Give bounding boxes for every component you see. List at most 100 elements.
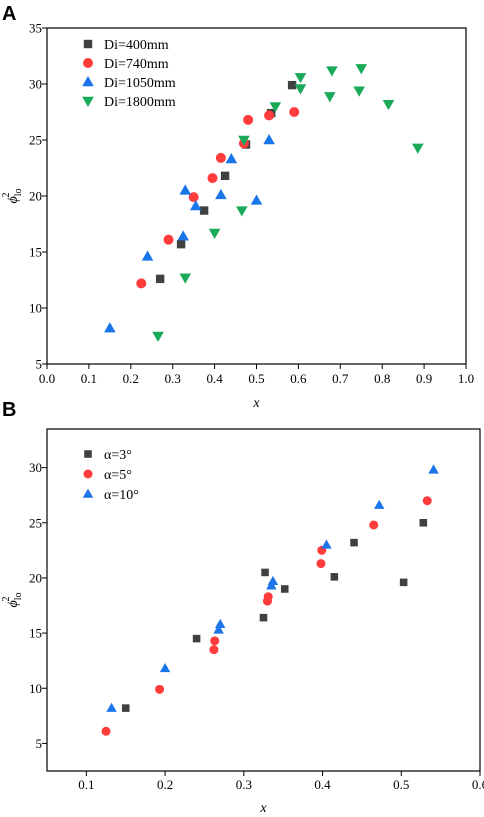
panel-b-scatter-plot: 0.10.20.30.40.50.651015202530xϕlo2α=3°α=… bbox=[1, 428, 484, 816]
series-points bbox=[106, 464, 439, 712]
panel-a-scatter-plot: 0.0 0.1 0.2 0.3 0.4 0.5 0.6 0.7 0.8 0.9 1.0 5 10 15 20… bbox=[1, 21, 474, 412]
series-points bbox=[101, 496, 432, 736]
x-tick-label: 0.3 bbox=[165, 371, 181, 386]
data-point bbox=[294, 73, 307, 84]
y-tick-label: 5 bbox=[36, 357, 43, 372]
x-tick-label: 0.6 bbox=[472, 777, 484, 792]
x-axis-label: x bbox=[259, 801, 267, 816]
data-point bbox=[267, 575, 279, 586]
data-point bbox=[263, 592, 273, 602]
y-tick-label: 30 bbox=[29, 77, 42, 92]
data-point bbox=[280, 585, 289, 593]
panel-letter-a: A bbox=[2, 3, 16, 25]
data-point bbox=[214, 618, 226, 629]
legend-label: Di=400mm bbox=[104, 38, 169, 53]
legend: α=3° α=5° α=10° bbox=[82, 448, 139, 503]
data-point bbox=[316, 559, 326, 569]
data-point bbox=[236, 206, 248, 217]
data-point bbox=[104, 322, 116, 333]
data-point bbox=[159, 663, 171, 673]
x-tick-label: 0.4 bbox=[314, 777, 331, 792]
data-point bbox=[428, 464, 439, 474]
data-point bbox=[155, 684, 165, 694]
data-point bbox=[399, 578, 408, 587]
x-tick-label: 0.8 bbox=[374, 371, 390, 386]
data-point bbox=[210, 636, 220, 646]
x-tick-label: 0.3 bbox=[236, 777, 252, 792]
y-tick-label: 10 bbox=[29, 681, 42, 696]
x-tick-label: 1.0 bbox=[458, 371, 474, 386]
legend-label: α=10° bbox=[104, 488, 139, 503]
data-point bbox=[121, 704, 130, 712]
legend-label: α=5° bbox=[104, 468, 132, 483]
data-point bbox=[189, 200, 202, 211]
data-point bbox=[213, 624, 224, 634]
data-point bbox=[220, 171, 230, 181]
x-tick-label: 0.5 bbox=[248, 371, 264, 386]
panel-letter-b: B bbox=[2, 399, 16, 421]
data-point bbox=[353, 86, 365, 97]
data-point bbox=[192, 634, 201, 643]
data-point bbox=[250, 194, 263, 205]
x-tick-label: 0.2 bbox=[123, 371, 139, 386]
data-point bbox=[412, 143, 424, 154]
legend: Di=400mm Di=740mm Di=1050mm Di=1800mm bbox=[82, 38, 176, 110]
y-axis-label: ϕlo2 bbox=[1, 592, 24, 607]
data-point bbox=[215, 188, 227, 200]
y-tick-label: 10 bbox=[29, 301, 42, 316]
data-point bbox=[179, 184, 192, 195]
x-tick-label: 0.9 bbox=[416, 371, 432, 386]
y-tick-label: 25 bbox=[29, 515, 42, 530]
y-tick-label: 15 bbox=[29, 245, 42, 260]
data-point bbox=[155, 274, 165, 284]
x-tick-label: 0.1 bbox=[81, 371, 97, 386]
data-point bbox=[136, 278, 147, 289]
legend-marker bbox=[83, 58, 93, 68]
data-point bbox=[101, 726, 111, 736]
data-point bbox=[374, 499, 385, 509]
data-point bbox=[225, 153, 238, 164]
data-point bbox=[350, 538, 358, 547]
x-tick-label: 0.6 bbox=[290, 371, 307, 386]
series-points bbox=[152, 64, 424, 342]
y-tick-label: 35 bbox=[29, 21, 42, 36]
data-point bbox=[369, 520, 379, 530]
data-point bbox=[163, 234, 174, 245]
data-point bbox=[287, 80, 297, 90]
y-axis-label: ϕlo2 bbox=[1, 188, 24, 203]
data-point bbox=[261, 568, 269, 577]
data-point bbox=[152, 331, 164, 342]
data-point bbox=[176, 239, 186, 249]
data-point bbox=[215, 152, 226, 163]
data-point bbox=[238, 135, 250, 146]
y-tick-label: 25 bbox=[29, 133, 42, 148]
data-point bbox=[294, 84, 307, 95]
data-point bbox=[188, 192, 199, 203]
data-point bbox=[141, 250, 154, 261]
legend-marker bbox=[82, 488, 94, 498]
legend-marker bbox=[83, 469, 93, 479]
data-point bbox=[264, 110, 275, 121]
legend-label: Di=1050mm bbox=[104, 76, 176, 91]
data-point bbox=[422, 496, 432, 506]
data-point bbox=[382, 99, 395, 111]
data-point bbox=[263, 134, 275, 145]
legend-marker bbox=[82, 96, 94, 107]
x-tick-label: 0.7 bbox=[332, 371, 349, 386]
x-tick-label: 0.4 bbox=[206, 371, 223, 386]
y-tick-label: 20 bbox=[29, 189, 42, 204]
x-tick-label: 0.0 bbox=[39, 371, 55, 386]
legend-marker bbox=[82, 76, 94, 87]
series-points bbox=[104, 134, 275, 333]
data-point bbox=[419, 518, 428, 527]
data-point bbox=[209, 645, 219, 655]
data-point bbox=[207, 173, 218, 184]
data-point bbox=[208, 228, 221, 239]
data-point bbox=[355, 64, 368, 75]
legend-label: α=3° bbox=[104, 448, 132, 463]
data-point bbox=[289, 107, 300, 117]
plot-frame bbox=[46, 428, 481, 772]
legend-label: Di=1800mm bbox=[104, 95, 176, 110]
y-tick-label: 15 bbox=[29, 626, 42, 641]
